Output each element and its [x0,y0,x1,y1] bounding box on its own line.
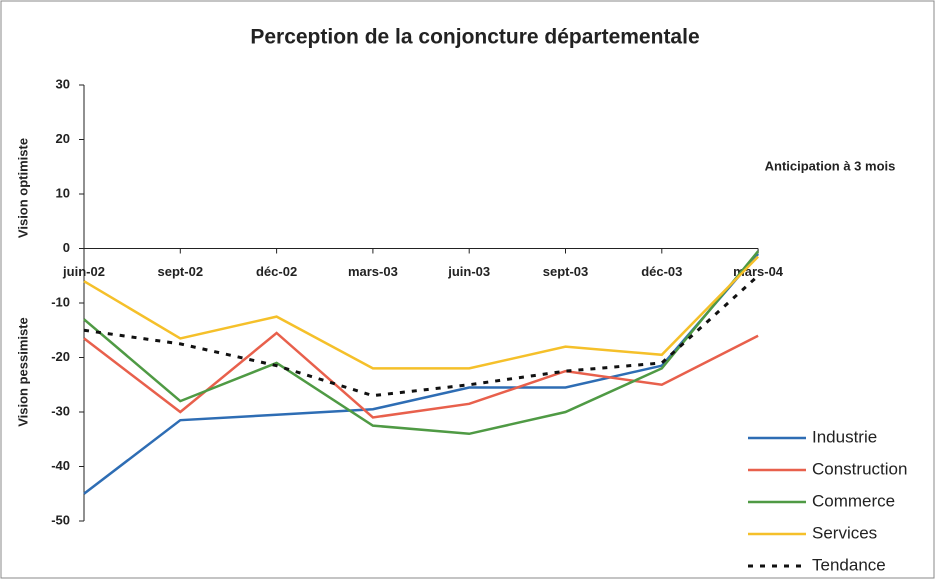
series-line [83,250,760,436]
annotation: Anticipation à 3 mois [765,158,896,173]
y-label-top: Vision optimiste [15,138,30,238]
series-line [83,253,760,495]
series-line [83,255,759,370]
y-tick-label: -30 [51,403,70,418]
x-tick-label: sept-02 [158,264,204,279]
legend-label: Industrie [812,427,877,446]
legend-label: Services [812,523,877,542]
x-tick-label: déc-03 [641,264,682,279]
x-tick-label: sept-03 [543,264,589,279]
y-tick-label: -50 [51,512,70,527]
y-tick-label: 20 [56,131,70,146]
legend-label: Construction [812,459,907,478]
x-tick-label: juin-03 [447,264,490,279]
y-label-bottom: Vision pessimiste [15,317,30,427]
chart-title: Perception de la conjoncture département… [250,26,699,49]
y-tick-label: -20 [51,349,70,364]
series-line [83,331,759,419]
x-tick-label: mars-03 [348,264,398,279]
y-tick-label: -40 [51,458,70,473]
y-tick-label: -10 [51,294,70,309]
y-tick-label: 0 [63,240,70,255]
x-tick-label: déc-02 [256,264,297,279]
x-tick-label: juin-02 [62,264,105,279]
legend-label: Tendance [812,555,886,574]
legend-label: Commerce [812,491,895,510]
y-tick-label: 10 [56,185,70,200]
y-tick-label: 30 [56,76,70,91]
